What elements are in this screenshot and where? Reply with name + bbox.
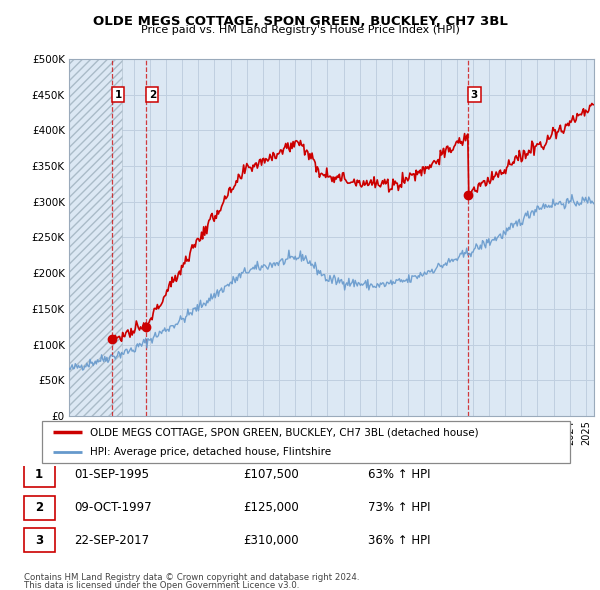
Text: OLDE MEGS COTTAGE, SPON GREEN, BUCKLEY, CH7 3BL (detached house): OLDE MEGS COTTAGE, SPON GREEN, BUCKLEY, … — [89, 427, 478, 437]
Text: HPI: Average price, detached house, Flintshire: HPI: Average price, detached house, Flin… — [89, 447, 331, 457]
Text: £310,000: £310,000 — [244, 534, 299, 547]
Text: £107,500: £107,500 — [244, 468, 299, 481]
FancyBboxPatch shape — [42, 421, 570, 463]
Text: 73% ↑ HPI: 73% ↑ HPI — [368, 501, 430, 514]
Text: 63% ↑ HPI: 63% ↑ HPI — [368, 468, 430, 481]
FancyBboxPatch shape — [23, 496, 55, 520]
Text: 01-SEP-1995: 01-SEP-1995 — [74, 468, 149, 481]
Text: 09-OCT-1997: 09-OCT-1997 — [74, 501, 152, 514]
Text: 36% ↑ HPI: 36% ↑ HPI — [368, 534, 430, 547]
Text: 2: 2 — [35, 501, 43, 514]
Text: 22-SEP-2017: 22-SEP-2017 — [74, 534, 149, 547]
Text: 1: 1 — [115, 90, 122, 100]
Bar — [69, 59, 122, 416]
Text: OLDE MEGS COTTAGE, SPON GREEN, BUCKLEY, CH7 3BL: OLDE MEGS COTTAGE, SPON GREEN, BUCKLEY, … — [92, 15, 508, 28]
Text: 1: 1 — [35, 468, 43, 481]
FancyBboxPatch shape — [23, 528, 55, 552]
FancyBboxPatch shape — [23, 463, 55, 487]
Text: 3: 3 — [35, 534, 43, 547]
Text: 3: 3 — [471, 90, 478, 100]
Text: Price paid vs. HM Land Registry's House Price Index (HPI): Price paid vs. HM Land Registry's House … — [140, 25, 460, 35]
Text: This data is licensed under the Open Government Licence v3.0.: This data is licensed under the Open Gov… — [24, 581, 299, 589]
Text: Contains HM Land Registry data © Crown copyright and database right 2024.: Contains HM Land Registry data © Crown c… — [24, 573, 359, 582]
Text: £125,000: £125,000 — [244, 501, 299, 514]
Text: 2: 2 — [149, 90, 156, 100]
